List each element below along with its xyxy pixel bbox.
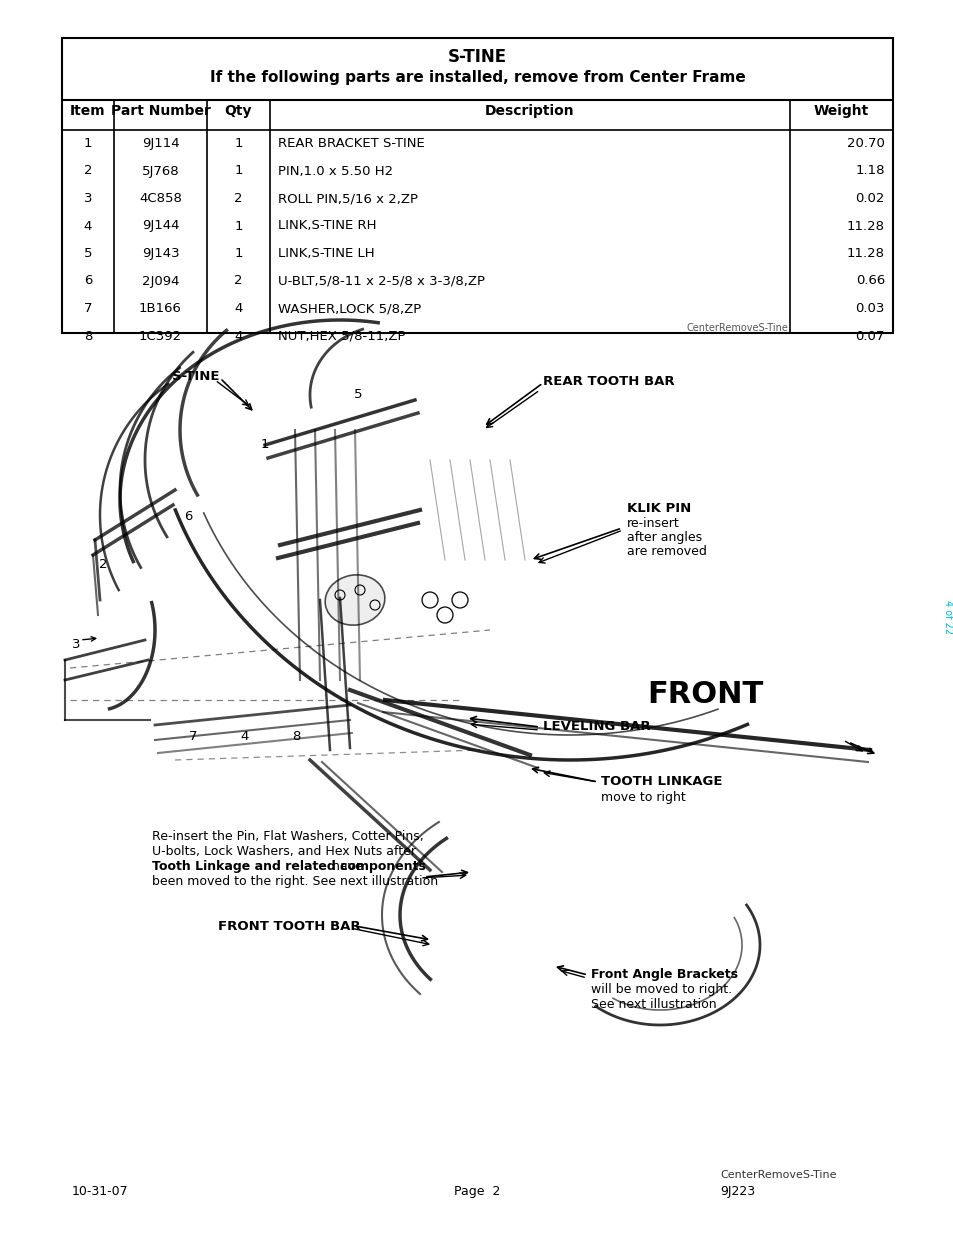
- Text: 1B166: 1B166: [139, 303, 182, 315]
- Text: 9J114: 9J114: [142, 137, 179, 149]
- Text: Weight: Weight: [813, 104, 868, 119]
- Text: 8: 8: [84, 330, 92, 342]
- Text: re-insert: re-insert: [626, 517, 679, 530]
- Text: Item: Item: [71, 104, 106, 119]
- Text: Re-insert the Pin, Flat Washers, Cotter Pins,: Re-insert the Pin, Flat Washers, Cotter …: [152, 830, 423, 844]
- Text: 2: 2: [234, 191, 242, 205]
- Text: 1: 1: [234, 247, 242, 261]
- Text: PIN,1.0 x 5.50 H2: PIN,1.0 x 5.50 H2: [277, 164, 393, 178]
- Text: U-BLT,5/8-11 x 2-5/8 x 3-3/8,ZP: U-BLT,5/8-11 x 2-5/8 x 3-3/8,ZP: [277, 274, 484, 288]
- Text: 20.70: 20.70: [846, 137, 884, 149]
- Text: LINK,S-TINE LH: LINK,S-TINE LH: [277, 247, 375, 261]
- Text: Description: Description: [485, 104, 575, 119]
- Text: 1: 1: [234, 164, 242, 178]
- Text: LEVELING BAR: LEVELING BAR: [542, 720, 650, 734]
- Text: CenterRemoveS-Tine: CenterRemoveS-Tine: [685, 324, 787, 333]
- Text: 4: 4: [234, 303, 242, 315]
- Text: 2J094: 2J094: [142, 274, 179, 288]
- Text: 1: 1: [84, 137, 92, 149]
- Text: 9J223: 9J223: [720, 1186, 755, 1198]
- Text: 1: 1: [234, 137, 242, 149]
- Text: Qty: Qty: [225, 104, 252, 119]
- Text: 10-31-07: 10-31-07: [71, 1186, 129, 1198]
- Text: 11.28: 11.28: [846, 220, 884, 232]
- Text: 1: 1: [260, 438, 269, 451]
- Text: been moved to the right. See next illustration: been moved to the right. See next illust…: [152, 876, 437, 888]
- Text: 3: 3: [84, 191, 92, 205]
- Text: REAR TOOTH BAR: REAR TOOTH BAR: [542, 375, 674, 388]
- Text: See next illustration: See next illustration: [590, 998, 716, 1011]
- Text: 6: 6: [184, 510, 192, 522]
- Text: will be moved to right.: will be moved to right.: [590, 983, 731, 995]
- Text: If the following parts are installed, remove from Center Frame: If the following parts are installed, re…: [210, 70, 744, 85]
- Text: U-bolts, Lock Washers, and Hex Nuts after: U-bolts, Lock Washers, and Hex Nuts afte…: [152, 845, 416, 858]
- Bar: [62, 38, 892, 333]
- Text: 1.18: 1.18: [855, 164, 884, 178]
- Text: LINK,S-TINE RH: LINK,S-TINE RH: [277, 220, 376, 232]
- Text: 2: 2: [234, 274, 242, 288]
- Text: 0.02: 0.02: [855, 191, 884, 205]
- Text: FRONT: FRONT: [646, 680, 762, 709]
- Text: ROLL PIN,5/16 x 2,ZP: ROLL PIN,5/16 x 2,ZP: [277, 191, 417, 205]
- Text: 5J768: 5J768: [142, 164, 179, 178]
- Text: 8: 8: [292, 730, 300, 743]
- Text: 2: 2: [84, 164, 92, 178]
- Text: FRONT TOOTH BAR: FRONT TOOTH BAR: [218, 920, 360, 932]
- Text: 6: 6: [84, 274, 92, 288]
- Text: CenterRemoveS-Tine: CenterRemoveS-Tine: [720, 1170, 836, 1179]
- Text: 4: 4: [234, 330, 242, 342]
- Text: 0.03: 0.03: [855, 303, 884, 315]
- Text: 2: 2: [99, 558, 107, 571]
- Text: 3: 3: [71, 638, 80, 651]
- Text: after angles: after angles: [626, 531, 701, 543]
- Text: 0.07: 0.07: [855, 330, 884, 342]
- Text: S-TINE: S-TINE: [172, 370, 219, 383]
- Text: 9J143: 9J143: [142, 247, 179, 261]
- Text: 0.66: 0.66: [855, 274, 884, 288]
- Text: 1C392: 1C392: [139, 330, 182, 342]
- Text: NUT,HEX 5/8-11,ZP: NUT,HEX 5/8-11,ZP: [277, 330, 405, 342]
- Text: KLIK PIN: KLIK PIN: [626, 501, 691, 515]
- Text: 7: 7: [84, 303, 92, 315]
- Text: have: have: [152, 860, 362, 873]
- Text: 1: 1: [234, 220, 242, 232]
- Text: WASHER,LOCK 5/8,ZP: WASHER,LOCK 5/8,ZP: [277, 303, 421, 315]
- Text: 7: 7: [189, 730, 197, 743]
- Text: 4: 4: [84, 220, 92, 232]
- Text: 4: 4: [240, 730, 249, 743]
- Text: 4C858: 4C858: [139, 191, 182, 205]
- Text: REAR BRACKET S-TINE: REAR BRACKET S-TINE: [277, 137, 424, 149]
- Text: 11.28: 11.28: [846, 247, 884, 261]
- Text: move to right: move to right: [600, 790, 685, 804]
- Text: Front Angle Brackets: Front Angle Brackets: [590, 968, 738, 981]
- Text: 9J144: 9J144: [142, 220, 179, 232]
- Text: Page  2: Page 2: [454, 1186, 499, 1198]
- Text: S-TINE: S-TINE: [448, 48, 507, 65]
- Text: are removed: are removed: [626, 545, 706, 558]
- Text: TOOTH LINKAGE: TOOTH LINKAGE: [600, 776, 721, 788]
- Text: 5: 5: [354, 388, 362, 401]
- Text: 5: 5: [84, 247, 92, 261]
- Ellipse shape: [325, 574, 384, 625]
- Text: Part Number: Part Number: [111, 104, 211, 119]
- Text: 4 of 22: 4 of 22: [942, 600, 952, 634]
- Text: Tooth Linkage and related components: Tooth Linkage and related components: [152, 860, 425, 873]
